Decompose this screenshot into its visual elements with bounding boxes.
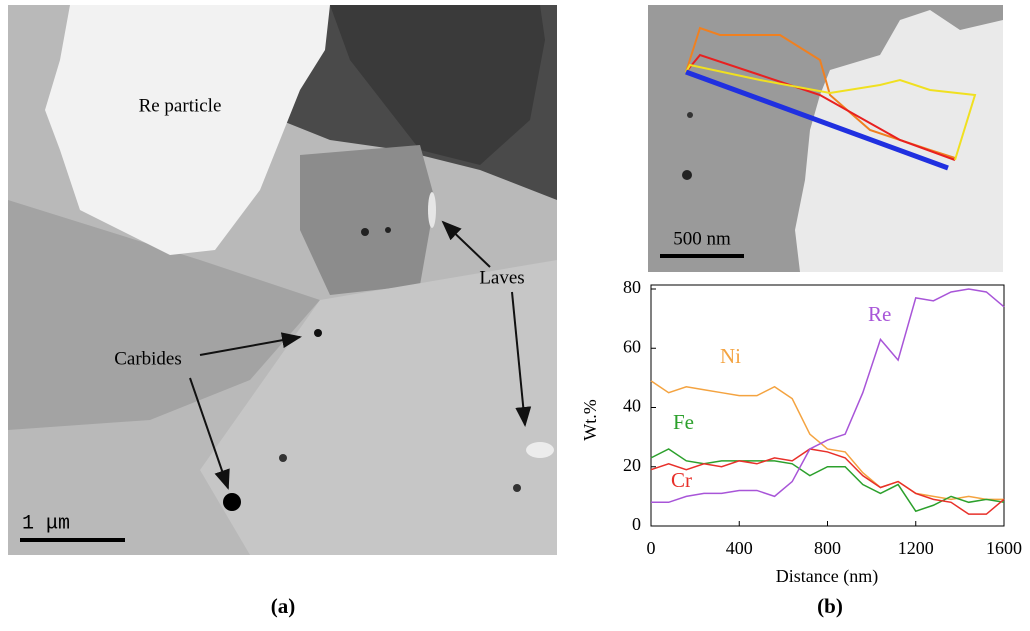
- x-tick-label: 1600: [986, 538, 1022, 558]
- figure: Re particle Carbides Laves 1 μm (a) 500 …: [0, 0, 1030, 631]
- y-tick-label: 20: [623, 455, 641, 475]
- label: Re particle: [139, 95, 222, 116]
- x-axis-title: Distance (nm): [776, 566, 878, 587]
- y-tick-label: 0: [632, 514, 641, 534]
- y-tick-label: 80: [623, 277, 641, 297]
- x-tick-label: 1200: [898, 538, 934, 558]
- scale-bar-label: 500 nm: [673, 228, 731, 249]
- label: Carbides: [114, 348, 182, 369]
- caption: (a): [271, 594, 296, 618]
- series-label: Cr: [671, 468, 692, 492]
- x-tick-label: 800: [814, 538, 841, 558]
- y-tick-label: 40: [623, 396, 641, 416]
- series-label: Re: [868, 302, 891, 326]
- y-tick-label: 60: [623, 336, 641, 356]
- x-tick-label: 400: [726, 538, 753, 558]
- series-label: Ni: [720, 344, 741, 368]
- micrograph-a: [8, 5, 557, 555]
- plot-frame: [651, 285, 1004, 526]
- line: [651, 289, 1004, 502]
- scale-bar-label: 1 μm: [22, 512, 70, 535]
- x-tick-label: 0: [647, 538, 656, 558]
- caption: (b): [817, 594, 843, 618]
- series-label: Fe: [673, 410, 694, 434]
- label: Laves: [479, 267, 524, 288]
- line: [651, 449, 1004, 514]
- y-axis-title: Wt.%: [580, 399, 600, 440]
